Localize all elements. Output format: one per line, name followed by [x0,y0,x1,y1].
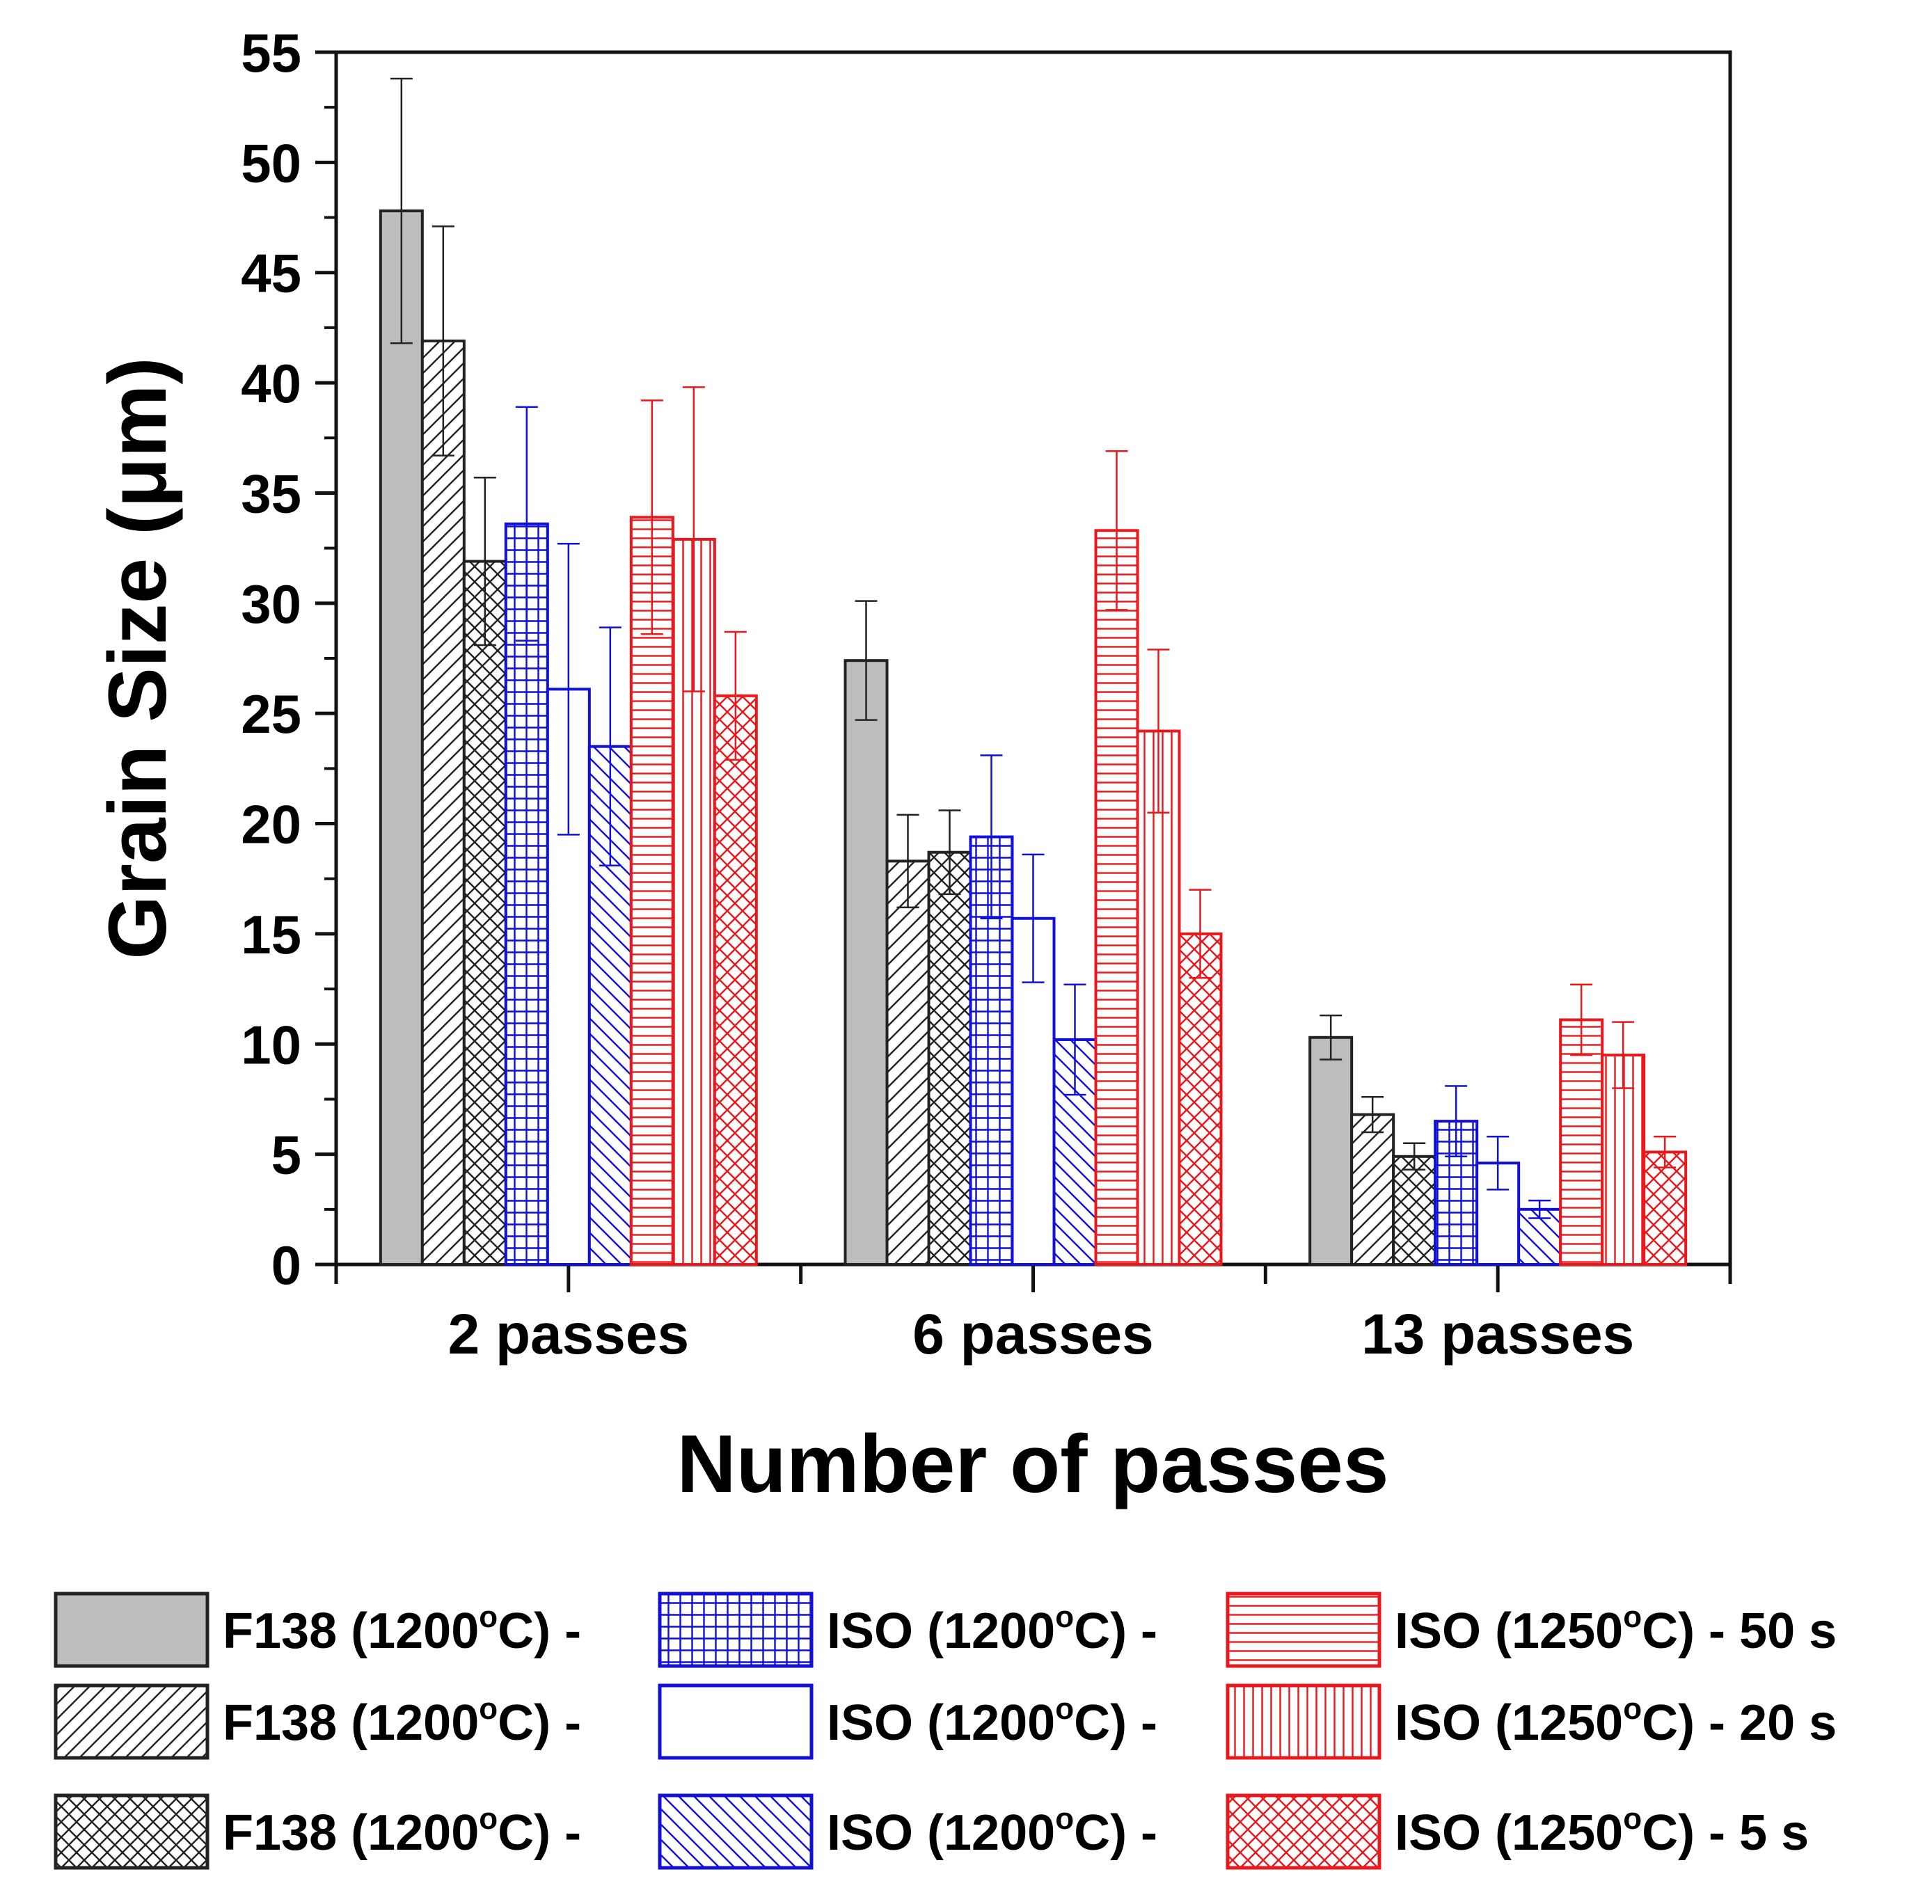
bar-series1-6-passes [844,659,889,1266]
legend-swatch [658,1793,814,1870]
y-tick-label: 15 [241,904,301,965]
bar-series9-2-passes [713,694,758,1266]
bar-series8-6-passes [1136,729,1181,1266]
x-category-label: 13 passes [1361,1303,1634,1366]
y-tick-label: 10 [241,1014,301,1075]
error-bar [473,477,496,646]
error-bar [896,814,919,909]
bar-series5-13-passes [1475,1161,1521,1266]
legend-swatch [54,1592,209,1668]
legend-item: ISO (1250oC) - 5 s [1226,1793,1809,1870]
legend-label: ISO (1250oC) - 20 s [1395,1692,1837,1751]
y-tick-label: 30 [241,573,301,635]
legend-label: ISO (1200oC) - [827,1802,1157,1861]
legend-label: F138 (1200oC) - [223,1802,581,1861]
legend-label: ISO (1250oC) - 5 s [1395,1802,1809,1861]
bar-series3-13-passes [1392,1155,1437,1266]
error-bars [390,77,1677,1219]
bar-series1-13-passes [1308,1036,1354,1266]
error-bar [1189,889,1212,979]
error-bar [938,809,961,896]
legend: F138 (1200oC) - F138 (1200oC) - F138 (1200… [54,1592,1837,1870]
bar-series9-13-passes [1642,1150,1688,1267]
legend-swatch [658,1592,814,1668]
legend-item: ISO (1250oC) - 20 s [1226,1683,1837,1760]
error-bar [724,630,747,761]
legend-swatch [1226,1592,1381,1668]
bar-series7-13-passes [1559,1018,1604,1266]
legend-label: F138 (1200oC) - [223,1692,581,1751]
legend-swatch [54,1793,209,1870]
y-axis-title: Grain Size (μm) [92,357,184,960]
error-bar [1063,983,1086,1096]
x-category-label: 2 passes [448,1303,690,1366]
y-axis: 0 5 10 15 20 25 30 35 40 45 50 55 [241,22,336,1296]
y-tick-label: 0 [271,1235,301,1296]
y-tick-label: 35 [241,463,301,524]
bar-series2-13-passes [1350,1113,1395,1267]
error-bar [515,406,538,642]
error-bar [1612,1021,1635,1089]
y-tick-label: 25 [241,683,301,745]
error-bar [1320,1014,1343,1061]
legend-swatch [54,1683,209,1760]
error-bar [599,626,621,866]
error-bar [1445,1085,1468,1158]
y-tick-label: 55 [241,22,301,84]
bar-series7-2-passes [629,516,674,1266]
error-bar [1022,853,1045,983]
error-bar [640,399,663,635]
legend-label: ISO (1200oC) - [827,1692,1157,1751]
legend-label: F138 (1200oC) - [223,1600,581,1659]
error-bar [390,77,413,344]
error-bar [1570,983,1593,1056]
y-tick-label: 40 [241,353,301,414]
legend-item: F138 (1200oC) - [54,1683,581,1760]
error-bar [557,543,580,836]
x-axis: 2 passes 6 passes 13 passes [334,1264,1732,1366]
error-bar [1654,1136,1677,1168]
legend-item: F138 (1200oC) - [54,1592,581,1668]
legend-label: ISO (1250oC) - 50 s [1395,1600,1837,1659]
legend-label: ISO (1200oC) - [827,1600,1157,1659]
bar-series3-6-passes [927,850,972,1266]
bars [379,209,1688,1267]
legend-swatch [1226,1793,1381,1870]
legend-item: ISO (1200oC) - [658,1683,1157,1760]
error-bar [1403,1142,1426,1171]
bar-series8-13-passes [1601,1054,1646,1267]
x-category-label: 6 passes [912,1303,1154,1366]
y-tick-label: 50 [241,132,301,193]
error-bar [855,600,878,721]
bar-series9-6-passes [1178,932,1223,1266]
error-bar [980,754,1003,919]
error-bar [1487,1136,1510,1191]
error-bar [1147,649,1170,814]
bar-series2-6-passes [885,859,931,1266]
error-bar [1105,450,1128,611]
x-axis-title: Number of passes [677,1418,1389,1510]
y-tick-label: 20 [241,794,301,855]
y-tick-label: 45 [241,243,301,304]
error-bar [682,386,705,692]
legend-item: ISO (1250oC) - 50 s [1226,1592,1837,1668]
legend-item: ISO (1200oC) - [658,1793,1157,1870]
bar-series7-6-passes [1094,529,1139,1266]
y-tick-label: 5 [271,1125,301,1186]
legend-item: F138 (1200oC) - [54,1793,581,1870]
legend-swatch [658,1683,814,1760]
legend-item: ISO (1200oC) - [658,1592,1157,1668]
error-bar [431,225,454,457]
error-bar [1528,1199,1551,1219]
bar-series3-2-passes [462,560,507,1266]
legend-swatch [1226,1683,1381,1760]
bar-series2-2-passes [420,339,466,1266]
bar-series1-2-passes [379,209,424,1267]
error-bar [1361,1096,1384,1134]
